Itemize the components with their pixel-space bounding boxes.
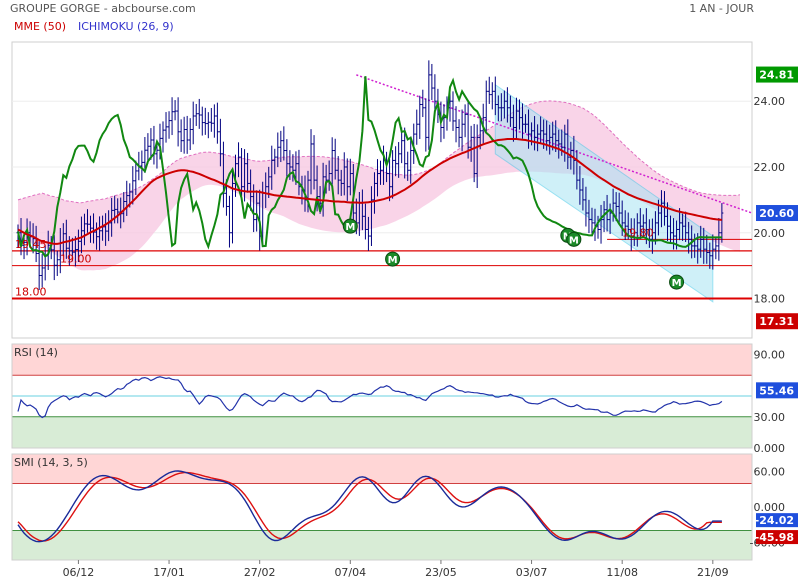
x-tick-label: 27/02: [244, 566, 276, 579]
legend-ichimoku: ICHIMOKU (26, 9): [78, 20, 174, 33]
x-tick-label: 07/04: [334, 566, 366, 579]
signal-badge: [385, 251, 401, 267]
x-tick-label: 03/07: [516, 566, 548, 579]
level-label: 18.00: [15, 286, 47, 299]
level-label: 19.80: [622, 226, 654, 239]
smi-overbought-zone: [12, 454, 752, 484]
chart-title: GROUPE GORGE - abcbourse.com: [10, 2, 196, 15]
price-box-value: 17.31: [759, 315, 794, 328]
rsi-last-box: [756, 382, 798, 399]
signal-badge-letter: M: [569, 235, 579, 246]
smi-frame: [11, 453, 753, 561]
smi-y-tick: 60.00: [754, 466, 786, 479]
rsi-title: RSI (14): [14, 346, 58, 359]
smi-last-value: -24.02: [755, 514, 794, 527]
signal-badge: [566, 231, 582, 247]
smi-oversold-zone: [12, 530, 752, 560]
smi-line: [17, 470, 722, 543]
smi-last-box: [756, 530, 798, 545]
legend-mme: MME (50): [14, 20, 66, 33]
rsi-oversold-zone: [12, 416, 752, 448]
price-y-tick: 24.00: [754, 95, 786, 108]
price-box: [756, 205, 798, 222]
price-box-value: 20.60: [759, 207, 794, 220]
signal-badge-letter: M: [345, 222, 355, 233]
price-box: [756, 66, 798, 83]
smi-last-box: [756, 513, 798, 528]
smi-title: SMI (14, 3, 5): [14, 456, 88, 469]
smi-panel: SMI (14, 3, 5)60.000.000-60.00-24.02-45.…: [11, 453, 798, 561]
period-label: 1 AN - JOUR: [689, 2, 754, 15]
signal-badge: [669, 274, 685, 290]
smi-last-value: -45.98: [755, 531, 794, 544]
mme50-line: [17, 138, 722, 245]
rsi-frame: [11, 343, 753, 449]
x-axis: 06/12 17/01 27/02 07/04 23/05 03/07 11/08 21/09: [63, 560, 729, 579]
signal-badge-letter: M: [672, 278, 682, 289]
rsi-last-value: 55.46: [759, 384, 794, 397]
price-box: [756, 313, 798, 330]
rsi-panel: RSI (14) 90.00 30.00 0.000 55.46: [11, 343, 798, 455]
price-panel: 24.00 22.00 20.00 18.00 19.45 19.00 18.00 19.80…: [11, 20, 798, 339]
rsi-y-tick: 0.000: [754, 442, 786, 455]
price-y-tick: 22.00: [754, 161, 786, 174]
x-tick-label: 21/09: [697, 566, 729, 579]
level-label: 19.45: [15, 238, 47, 251]
x-tick-label: 17/01: [153, 566, 185, 579]
x-tick-label: 11/08: [606, 566, 638, 579]
level-label: 19.00: [60, 253, 92, 266]
rsi-line: [17, 376, 723, 419]
green-indicator-line: [17, 76, 722, 258]
signal-badge: [342, 218, 358, 234]
x-tick-label: 06/12: [63, 566, 95, 579]
smi-y-tick: 0.000: [754, 501, 786, 514]
rsi-y-tick: 30.00: [754, 411, 786, 424]
signal-badge-letter: M: [388, 255, 398, 266]
x-tick-label: 23/05: [425, 566, 457, 579]
resistance-trendline: [356, 74, 753, 214]
price-box-value: 24.81: [759, 69, 794, 82]
rsi-y-tick: 90.00: [754, 348, 786, 361]
price-y-tick: 18.00: [754, 293, 786, 306]
price-y-tick: 20.00: [754, 227, 786, 240]
rsi-overbought-zone: [12, 344, 752, 376]
